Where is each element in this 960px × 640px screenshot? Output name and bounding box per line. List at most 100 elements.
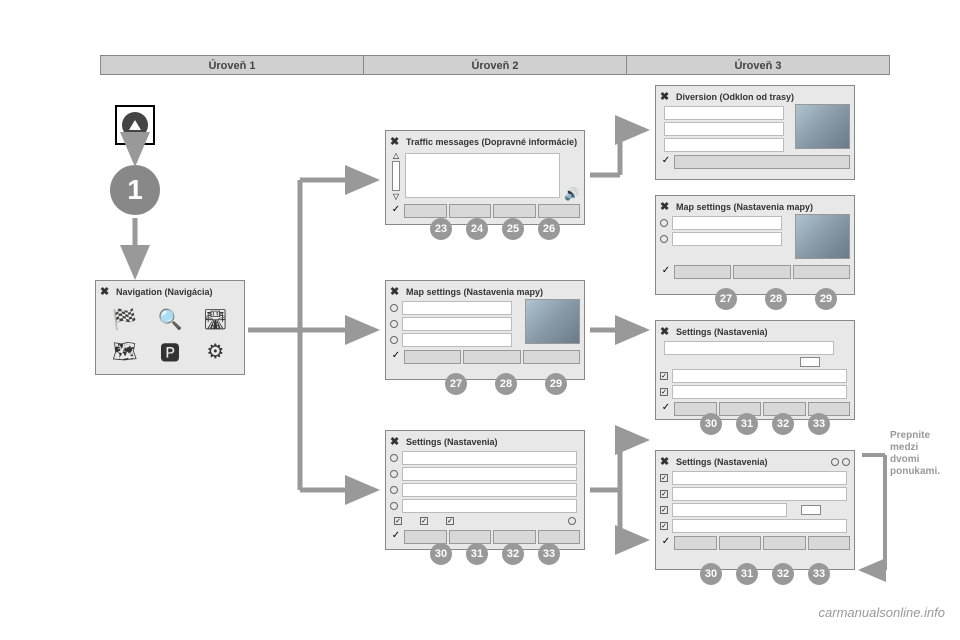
close-icon[interactable]: ✖ — [660, 455, 672, 468]
radio-icon[interactable] — [390, 486, 398, 494]
close-icon[interactable]: ✖ — [100, 285, 112, 298]
footer-button[interactable] — [404, 204, 447, 218]
footer-button[interactable] — [808, 536, 851, 550]
radio-icon[interactable] — [390, 454, 398, 462]
option-row[interactable] — [672, 385, 847, 399]
toggle-icon[interactable] — [800, 357, 820, 367]
confirm-icon[interactable]: ✓ — [390, 204, 402, 218]
footer-button[interactable] — [719, 536, 762, 550]
search-route-icon[interactable]: 🔍 — [149, 305, 190, 333]
checkbox-icon[interactable]: ✓ — [660, 490, 668, 498]
scrollbar[interactable] — [392, 161, 400, 191]
option-row[interactable] — [402, 317, 512, 331]
ref-number: 27 — [715, 288, 737, 310]
footer-button[interactable] — [463, 350, 520, 364]
footer-button[interactable] — [793, 265, 850, 279]
option-row[interactable] — [672, 471, 847, 485]
ref-number: 28 — [765, 288, 787, 310]
confirm-icon[interactable]: ✓ — [660, 155, 672, 169]
close-icon[interactable]: ✖ — [660, 90, 672, 103]
radio-icon[interactable] — [390, 304, 398, 312]
footer-button[interactable] — [674, 536, 717, 550]
checkbox-icon[interactable]: ✓ — [446, 517, 454, 525]
flag-icon[interactable]: 🏁 — [104, 305, 145, 333]
confirm-icon[interactable]: ✓ — [660, 402, 672, 416]
confirm-icon[interactable]: ✓ — [390, 350, 402, 364]
option-row[interactable] — [402, 451, 577, 465]
down-arrow-icon[interactable]: ▽ — [393, 192, 399, 201]
settings-panel-l3b: ✖ Settings (Nastavenia) ✓ ✓ ✓ ✓ ✓ — [655, 450, 855, 570]
close-icon[interactable]: ✖ — [660, 200, 672, 213]
settings-l3b-numbers: 30 31 32 33 — [700, 563, 830, 585]
radio-icon[interactable] — [842, 458, 850, 466]
map-preview — [795, 104, 850, 149]
map-l3-numbers: 27 28 29 — [715, 288, 837, 310]
toggle-icon[interactable] — [801, 505, 821, 515]
option-row[interactable] — [402, 301, 512, 315]
ref-number: 27 — [445, 373, 467, 395]
radio-icon[interactable] — [568, 517, 576, 525]
footer-button[interactable] — [763, 536, 806, 550]
road-icon[interactable]: 🛣 — [195, 305, 236, 333]
confirm-icon[interactable]: ✓ — [660, 265, 672, 279]
footer-button[interactable] — [493, 204, 536, 218]
option-row[interactable] — [664, 122, 784, 136]
footer-button[interactable] — [674, 265, 731, 279]
radio-icon[interactable] — [831, 458, 839, 466]
footer-button[interactable] — [493, 530, 536, 544]
option-row[interactable] — [672, 232, 782, 246]
checkbox-icon[interactable]: ✓ — [660, 388, 668, 396]
option-row[interactable] — [664, 106, 784, 120]
confirm-icon[interactable]: ✓ — [390, 530, 402, 544]
radio-icon[interactable] — [390, 336, 398, 344]
navigation-panel: ✖ Navigation (Navigácia) 🏁 🔍 🛣 🗺 🅿 ⚙ — [95, 280, 245, 375]
checkbox-icon[interactable]: ✓ — [660, 522, 668, 530]
settings-l3a-numbers: 30 31 32 33 — [700, 413, 830, 435]
radio-icon[interactable] — [390, 470, 398, 478]
close-icon[interactable]: ✖ — [660, 325, 672, 338]
option-row[interactable] — [672, 503, 787, 517]
footer-button[interactable] — [523, 350, 580, 364]
ref-number: 31 — [736, 413, 758, 435]
confirm-icon[interactable]: ✓ — [660, 536, 672, 550]
footer-button[interactable] — [674, 155, 850, 169]
compass-icon — [115, 105, 155, 145]
settings-panel-l2: ✖ Settings (Nastavenia) ✓ ✓ ✓ ✓ — [385, 430, 585, 550]
footer-button[interactable] — [449, 530, 492, 544]
close-icon[interactable]: ✖ — [390, 285, 402, 298]
option-row[interactable] — [672, 487, 847, 501]
option-row[interactable] — [672, 216, 782, 230]
voice-icon[interactable]: 🔊 — [564, 187, 580, 201]
checkbox-icon[interactable]: ✓ — [660, 474, 668, 482]
footer-button[interactable] — [538, 204, 581, 218]
option-row[interactable] — [402, 483, 577, 497]
map-icon[interactable]: 🗺 — [104, 337, 145, 365]
radio-icon[interactable] — [390, 320, 398, 328]
option-row[interactable] — [672, 369, 847, 383]
ref-number: 29 — [545, 373, 567, 395]
close-icon[interactable]: ✖ — [390, 435, 402, 448]
poi-icon[interactable]: 🅿 — [149, 337, 190, 365]
radio-icon[interactable] — [660, 235, 668, 243]
checkbox-icon[interactable]: ✓ — [394, 517, 402, 525]
footer-button[interactable] — [449, 204, 492, 218]
checkbox-icon[interactable]: ✓ — [660, 506, 668, 514]
option-row[interactable] — [664, 341, 834, 355]
option-row[interactable] — [402, 333, 512, 347]
option-row[interactable] — [402, 499, 577, 513]
panel-title: Settings (Nastavenia) — [676, 327, 768, 337]
option-row[interactable] — [664, 138, 784, 152]
radio-icon[interactable] — [660, 219, 668, 227]
gear-icon[interactable]: ⚙ — [195, 337, 236, 365]
radio-icon[interactable] — [390, 502, 398, 510]
option-row[interactable] — [672, 519, 847, 533]
option-row[interactable] — [402, 467, 577, 481]
footer-button[interactable] — [538, 530, 581, 544]
up-arrow-icon[interactable]: △ — [393, 151, 399, 160]
footer-button[interactable] — [733, 265, 790, 279]
footer-button[interactable] — [404, 530, 447, 544]
close-icon[interactable]: ✖ — [390, 135, 402, 148]
checkbox-icon[interactable]: ✓ — [420, 517, 428, 525]
footer-button[interactable] — [404, 350, 461, 364]
checkbox-icon[interactable]: ✓ — [660, 372, 668, 380]
